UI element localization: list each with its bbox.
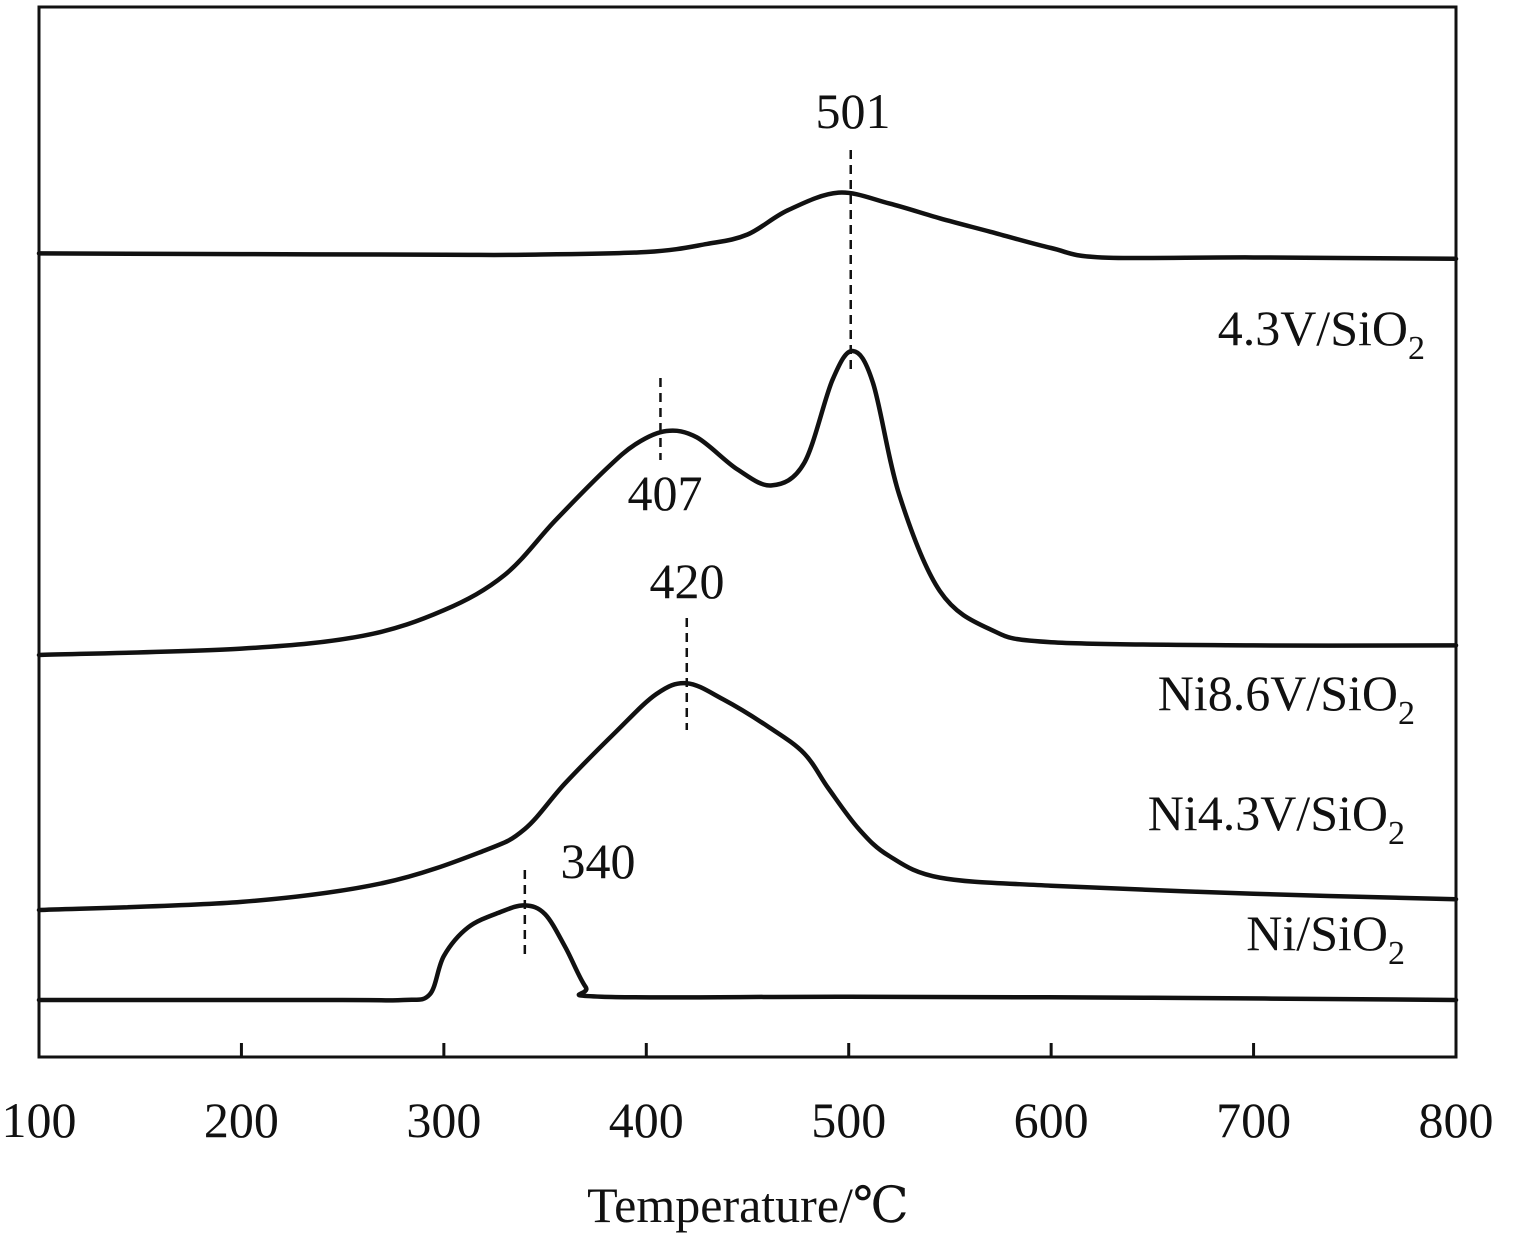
x-axis-label: Temperature/℃	[587, 1177, 909, 1233]
x-tick-label: 400	[609, 1092, 684, 1148]
x-tick-label: 700	[1216, 1092, 1291, 1148]
series-labels: 4.3V/SiO2 Ni8.6V/SiO2 Ni4.3V/SiO2 Ni/SiO2	[1148, 300, 1425, 972]
x-axis-tick-labels: 100 200 300 400 500 600 700 800	[2, 1092, 1494, 1148]
x-axis-ticks	[239, 1043, 1256, 1057]
series-line-2	[36, 680, 1459, 913]
series-curves	[36, 190, 1459, 1003]
series-line-1	[36, 348, 1459, 658]
x-tick-label: 300	[406, 1092, 481, 1148]
series-label-3: Ni/SiO2	[1246, 905, 1405, 972]
x-tick-label: 800	[1419, 1092, 1494, 1148]
x-tick-label: 100	[2, 1092, 77, 1148]
x-tick-label: 600	[1014, 1092, 1089, 1148]
series-label-2: Ni4.3V/SiO2	[1148, 785, 1405, 852]
peak-label-407: 407	[628, 465, 703, 521]
series-line-0	[36, 190, 1459, 262]
series-line-3	[36, 903, 1459, 1003]
peak-label-501: 501	[816, 83, 891, 139]
series-label-1: Ni8.6V/SiO2	[1158, 665, 1415, 732]
x-tick-label: 500	[811, 1092, 886, 1148]
x-tick-label: 200	[204, 1092, 279, 1148]
peak-markers: 501 407 420 340	[523, 83, 891, 960]
series-label-0: 4.3V/SiO2	[1218, 300, 1425, 367]
peak-label-420: 420	[650, 553, 725, 609]
peak-label-340: 340	[561, 833, 636, 889]
plot-frame	[37, 5, 1458, 1059]
